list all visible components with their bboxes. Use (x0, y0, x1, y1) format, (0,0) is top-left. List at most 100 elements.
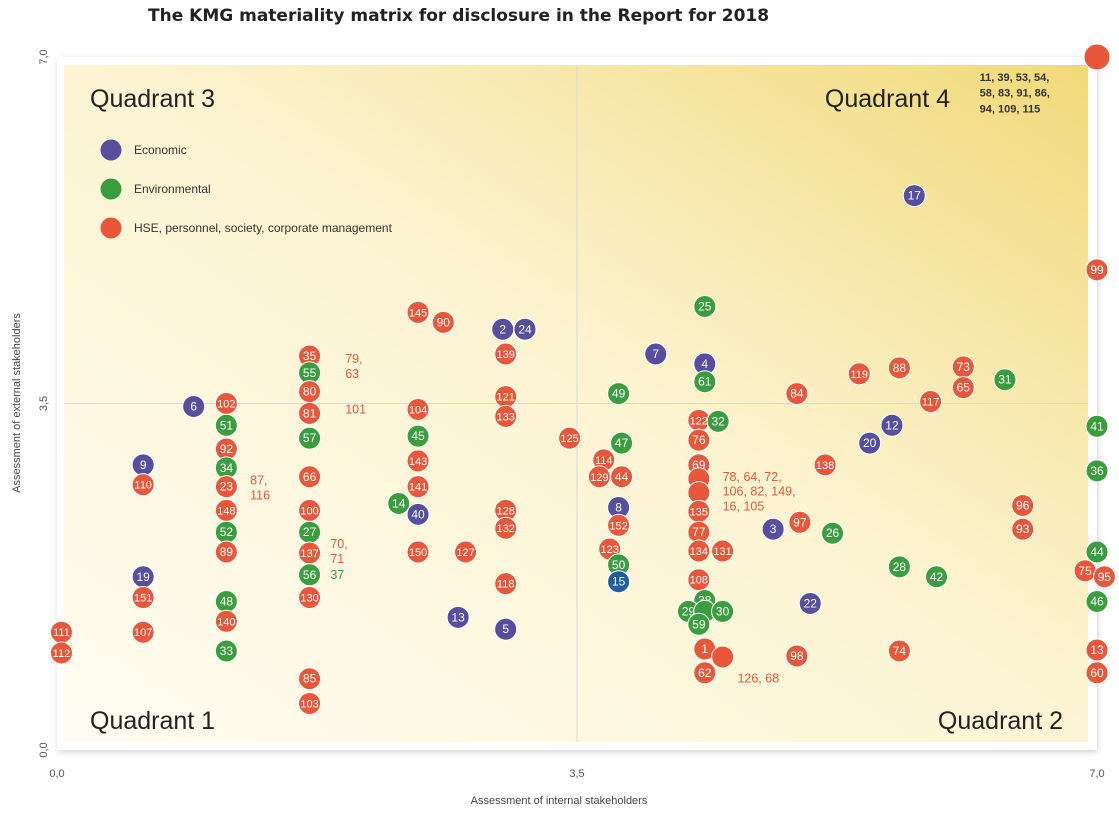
data-point (785, 382, 809, 406)
data-point-label: 61 (698, 375, 712, 389)
data-point-label: 46 (1090, 595, 1104, 609)
data-point-label: 95 (1098, 570, 1112, 584)
data-point-label: 41 (1090, 419, 1104, 433)
quadrant-label: Quadrant 1 (90, 707, 215, 735)
data-point-label: 138 (816, 460, 834, 472)
data-point-label: 44 (615, 470, 629, 484)
data-point-label: 50 (612, 558, 626, 572)
data-point-label: 129 (590, 472, 608, 484)
data-point-label: 1 (701, 642, 708, 656)
data-point (607, 513, 631, 537)
data-point-label: 152 (609, 520, 627, 532)
data-point-label: 42 (930, 570, 944, 584)
data-point (454, 540, 478, 564)
data-point-label: 56 (303, 568, 317, 582)
data-point (298, 563, 322, 587)
data-point-label: 80 (303, 385, 317, 399)
data-point (993, 368, 1017, 392)
data-point (298, 667, 322, 691)
data-point-label: 104 (409, 404, 427, 416)
data-point-label: 55 (303, 366, 317, 380)
annotation-label: 78, 64, 72, (723, 470, 782, 484)
data-point-label: 60 (1090, 666, 1104, 680)
x-tick-label: 3,5 (569, 768, 584, 780)
data-point (1085, 638, 1109, 662)
data-point-label: 15 (612, 575, 626, 589)
data-point (494, 404, 518, 428)
data-point (298, 465, 322, 489)
data-point-label: 28 (893, 560, 907, 574)
data-point-label: 20 (863, 436, 877, 450)
data-point-label: 32 (711, 414, 725, 428)
data-point (1085, 414, 1109, 438)
data-point (821, 521, 845, 545)
data-point (406, 475, 430, 499)
data-point-label: 123 (601, 544, 619, 556)
data-point (813, 453, 837, 477)
data-point (298, 426, 322, 450)
x-tick-label: 7,0 (1089, 768, 1104, 780)
data-point (610, 465, 634, 489)
data-point (406, 300, 430, 324)
data-point (1011, 517, 1035, 541)
data-point-label: 29 (682, 604, 696, 618)
data-point-label: 130 (300, 593, 318, 605)
data-point (494, 617, 518, 641)
data-point-label: 132 (497, 523, 515, 535)
data-point-label: 7 (652, 347, 659, 361)
data-point-label: 140 (217, 616, 235, 628)
annotation-label: 70, (330, 537, 347, 551)
data-point-label: 107 (134, 627, 152, 639)
data-point-label: 22 (804, 596, 818, 610)
data-point-label: 23 (220, 480, 234, 494)
data-point (446, 605, 470, 629)
data-point (182, 394, 206, 418)
data-point-label: 145 (409, 307, 427, 319)
y-tick-label: 3,5 (38, 396, 50, 411)
data-point-label: 13 (451, 610, 465, 624)
data-point-label: 12 (885, 418, 899, 432)
data-point-label: 59 (692, 617, 706, 631)
data-point (214, 639, 238, 663)
data-point (1085, 258, 1109, 282)
data-point-label: 137 (300, 548, 318, 560)
data-point-label: 76 (692, 433, 706, 447)
data-point (687, 612, 711, 636)
data-point (607, 382, 631, 406)
data-point-label: 89 (220, 545, 234, 559)
data-point-label: 31 (998, 373, 1012, 387)
data-point (214, 609, 238, 633)
data-point-label: 99 (1090, 263, 1104, 277)
data-point (919, 390, 943, 414)
data-point-label: 122 (690, 415, 708, 427)
data-point (798, 591, 822, 615)
annotation-label: 101 (345, 402, 366, 416)
data-point (610, 431, 634, 455)
data-point-label: 62 (698, 666, 712, 680)
data-point-label: 65 (957, 381, 971, 395)
data-point (951, 376, 975, 400)
data-point-label: 13 (1090, 643, 1104, 657)
data-point (406, 540, 430, 564)
data-point-label: 75 (1078, 564, 1092, 578)
data-point-label: 33 (220, 644, 234, 658)
data-point (785, 644, 809, 668)
data-point (887, 356, 911, 380)
data-point (214, 540, 238, 564)
data-point-label: 150 (409, 547, 427, 559)
data-point (693, 661, 717, 685)
data-point (693, 294, 717, 318)
annotation-label: 116 (250, 489, 270, 503)
data-point (513, 317, 537, 341)
data-point-label: 117 (922, 397, 940, 409)
data-point-label: 118 (497, 579, 515, 591)
y-axis-label: Assessment of external stakeholders (11, 313, 23, 493)
data-point-label: 77 (692, 525, 706, 539)
legend-marker (100, 178, 122, 200)
data-point-label: 134 (690, 546, 708, 558)
data-point-label: 85 (303, 672, 317, 686)
data-point (1085, 590, 1109, 613)
data-point-label: 74 (893, 644, 907, 658)
legend-marker (100, 217, 122, 239)
